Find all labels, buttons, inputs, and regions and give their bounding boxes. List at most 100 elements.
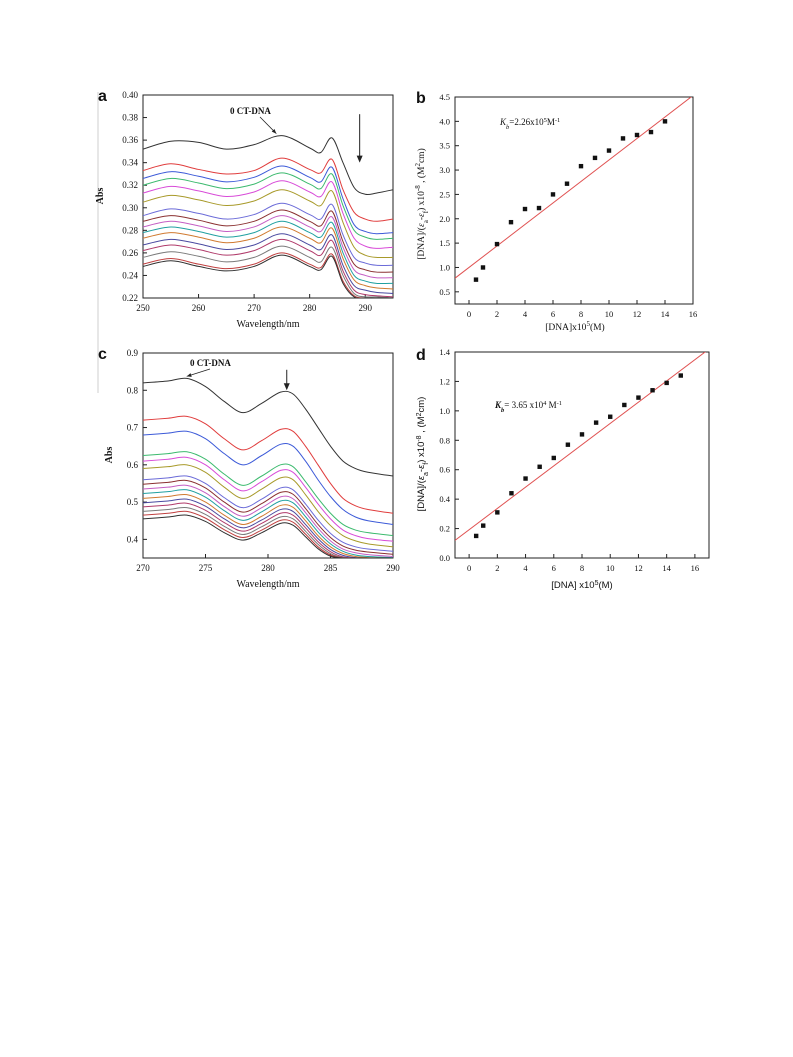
x-tick-label: 2 bbox=[495, 563, 499, 573]
panel-a-annotation: 0 CT-DNA bbox=[230, 106, 271, 116]
data-point bbox=[593, 420, 599, 425]
data-point bbox=[536, 205, 542, 211]
x-tick-label: 12 bbox=[634, 563, 643, 573]
y-tick-label: 3.5 bbox=[439, 141, 450, 151]
series-line-7 bbox=[143, 475, 393, 552]
data-point bbox=[523, 476, 528, 481]
data-point bbox=[634, 132, 640, 138]
y-tick-label: 0.0 bbox=[439, 553, 450, 563]
x-tick-label: 14 bbox=[661, 309, 670, 319]
series-line-8 bbox=[143, 209, 393, 273]
series-line-12 bbox=[143, 233, 393, 294]
series-line-14 bbox=[143, 507, 393, 558]
y-tick-label: 1.5 bbox=[439, 238, 450, 248]
data-point bbox=[664, 380, 669, 386]
panel-d-letter: d bbox=[416, 347, 426, 364]
data-point bbox=[494, 241, 500, 247]
series-line-2 bbox=[143, 157, 393, 222]
x-tick-label: 290 bbox=[386, 563, 400, 573]
data-point bbox=[473, 533, 479, 539]
y-tick-label: 0.2 bbox=[439, 524, 450, 534]
series-line-1 bbox=[143, 377, 393, 477]
trend-arrow-head bbox=[356, 155, 363, 163]
panel-a-trend-arrow bbox=[356, 114, 363, 163]
panel-a-annotation-pointer bbox=[259, 116, 277, 134]
x-tick-label: 6 bbox=[551, 309, 555, 319]
panel-a-ticks: 250 260 270 280 290 0.22 0.24 0.26 0.28 0.30 0.32 0… bbox=[122, 90, 372, 313]
y-tick-label: 0.6 bbox=[439, 465, 450, 475]
panel-b-annotation: Kb=2.26x105M-1 bbox=[499, 117, 560, 131]
series-line-15 bbox=[143, 510, 393, 558]
y-tick-label: 0.8 bbox=[127, 385, 139, 395]
panel-c-annotation: 0 CT-DNA bbox=[190, 358, 231, 368]
panel-d-fit bbox=[455, 352, 706, 541]
panel-d-xlabel: [DNA] x105(M) bbox=[551, 580, 612, 592]
y-tick-label: 0.7 bbox=[127, 423, 139, 433]
y-tick-label: 1.0 bbox=[439, 406, 450, 416]
data-point bbox=[481, 523, 486, 528]
panel-c-xlabel: Wavelength/nm bbox=[236, 579, 299, 590]
data-point bbox=[522, 206, 528, 212]
y-tick-label: 0.40 bbox=[122, 90, 138, 100]
x-tick-label: 16 bbox=[689, 309, 698, 319]
x-tick-label: 8 bbox=[580, 563, 584, 573]
series-line-11 bbox=[143, 493, 393, 558]
x-tick-label: 10 bbox=[605, 309, 614, 319]
series-line-8 bbox=[143, 479, 393, 555]
y-tick-label: 2.5 bbox=[439, 189, 450, 199]
y-tick-label: 0.26 bbox=[122, 248, 138, 258]
panel-a-letter: a bbox=[98, 88, 107, 105]
y-tick-label: 0.38 bbox=[122, 113, 138, 123]
y-tick-label: 0.6 bbox=[127, 460, 139, 470]
y-tick-label: 0.32 bbox=[122, 180, 138, 190]
y-tick-label: 4.0 bbox=[439, 116, 450, 126]
panel-c-lines bbox=[143, 377, 393, 558]
data-point bbox=[608, 414, 613, 419]
series-line-13 bbox=[143, 238, 393, 298]
y-tick-label: 0.4 bbox=[439, 494, 450, 504]
x-tick-label: 6 bbox=[552, 563, 556, 573]
panel-a-lines bbox=[143, 135, 393, 298]
data-point bbox=[648, 129, 654, 135]
series-line-7 bbox=[143, 202, 393, 266]
panel-b-points bbox=[473, 119, 668, 282]
y-tick-label: 1.4 bbox=[439, 347, 450, 357]
x-tick-label: 280 bbox=[261, 563, 275, 573]
panel-b-letter: b bbox=[416, 90, 426, 107]
x-tick-label: 14 bbox=[662, 563, 671, 573]
data-point bbox=[650, 388, 655, 393]
panel-c-ylabel: Abs bbox=[104, 447, 115, 464]
y-tick-label: 0.34 bbox=[122, 158, 138, 168]
x-tick-label: 12 bbox=[633, 309, 642, 319]
data-point bbox=[620, 136, 626, 141]
series-line-16 bbox=[143, 514, 393, 558]
panel-b-fit bbox=[455, 97, 692, 279]
series-line-12 bbox=[143, 498, 393, 558]
panel-b-xlabel: [DNA]x105(M) bbox=[545, 320, 604, 333]
y-tick-label: 0.4 bbox=[127, 534, 139, 544]
series-line-6 bbox=[143, 464, 393, 548]
data-point bbox=[480, 265, 486, 270]
series-line-5 bbox=[143, 456, 393, 542]
panel-d-annotation: Kb= 3.65 x104 M-1 bbox=[494, 400, 562, 414]
x-tick-label: 16 bbox=[691, 563, 700, 573]
panel-d-chart: d 0 2 4 6 8 10 12 14 160.00.20.40.60.81.01.21.4 … bbox=[416, 347, 710, 591]
panel-a-ylabel: Abs bbox=[95, 188, 106, 205]
series-line-11 bbox=[143, 226, 393, 290]
y-tick-label: 0.5 bbox=[127, 497, 139, 507]
series-line-3 bbox=[143, 165, 393, 235]
data-point bbox=[509, 491, 514, 496]
y-tick-label: 0.24 bbox=[122, 270, 138, 280]
series-line-9 bbox=[143, 215, 393, 279]
x-tick-label: 250 bbox=[136, 303, 150, 313]
panel-d-plot-frame bbox=[454, 351, 710, 559]
annotation-pointer-head bbox=[271, 128, 277, 134]
data-point bbox=[550, 192, 556, 197]
data-point bbox=[578, 163, 584, 169]
series-line-1 bbox=[143, 135, 393, 196]
x-tick-label: 10 bbox=[606, 563, 615, 573]
panel-b-ylabel: [DNA]/(εa-εf) x10-8 , (M2cm) bbox=[414, 148, 430, 260]
x-tick-label: 4 bbox=[523, 309, 528, 319]
